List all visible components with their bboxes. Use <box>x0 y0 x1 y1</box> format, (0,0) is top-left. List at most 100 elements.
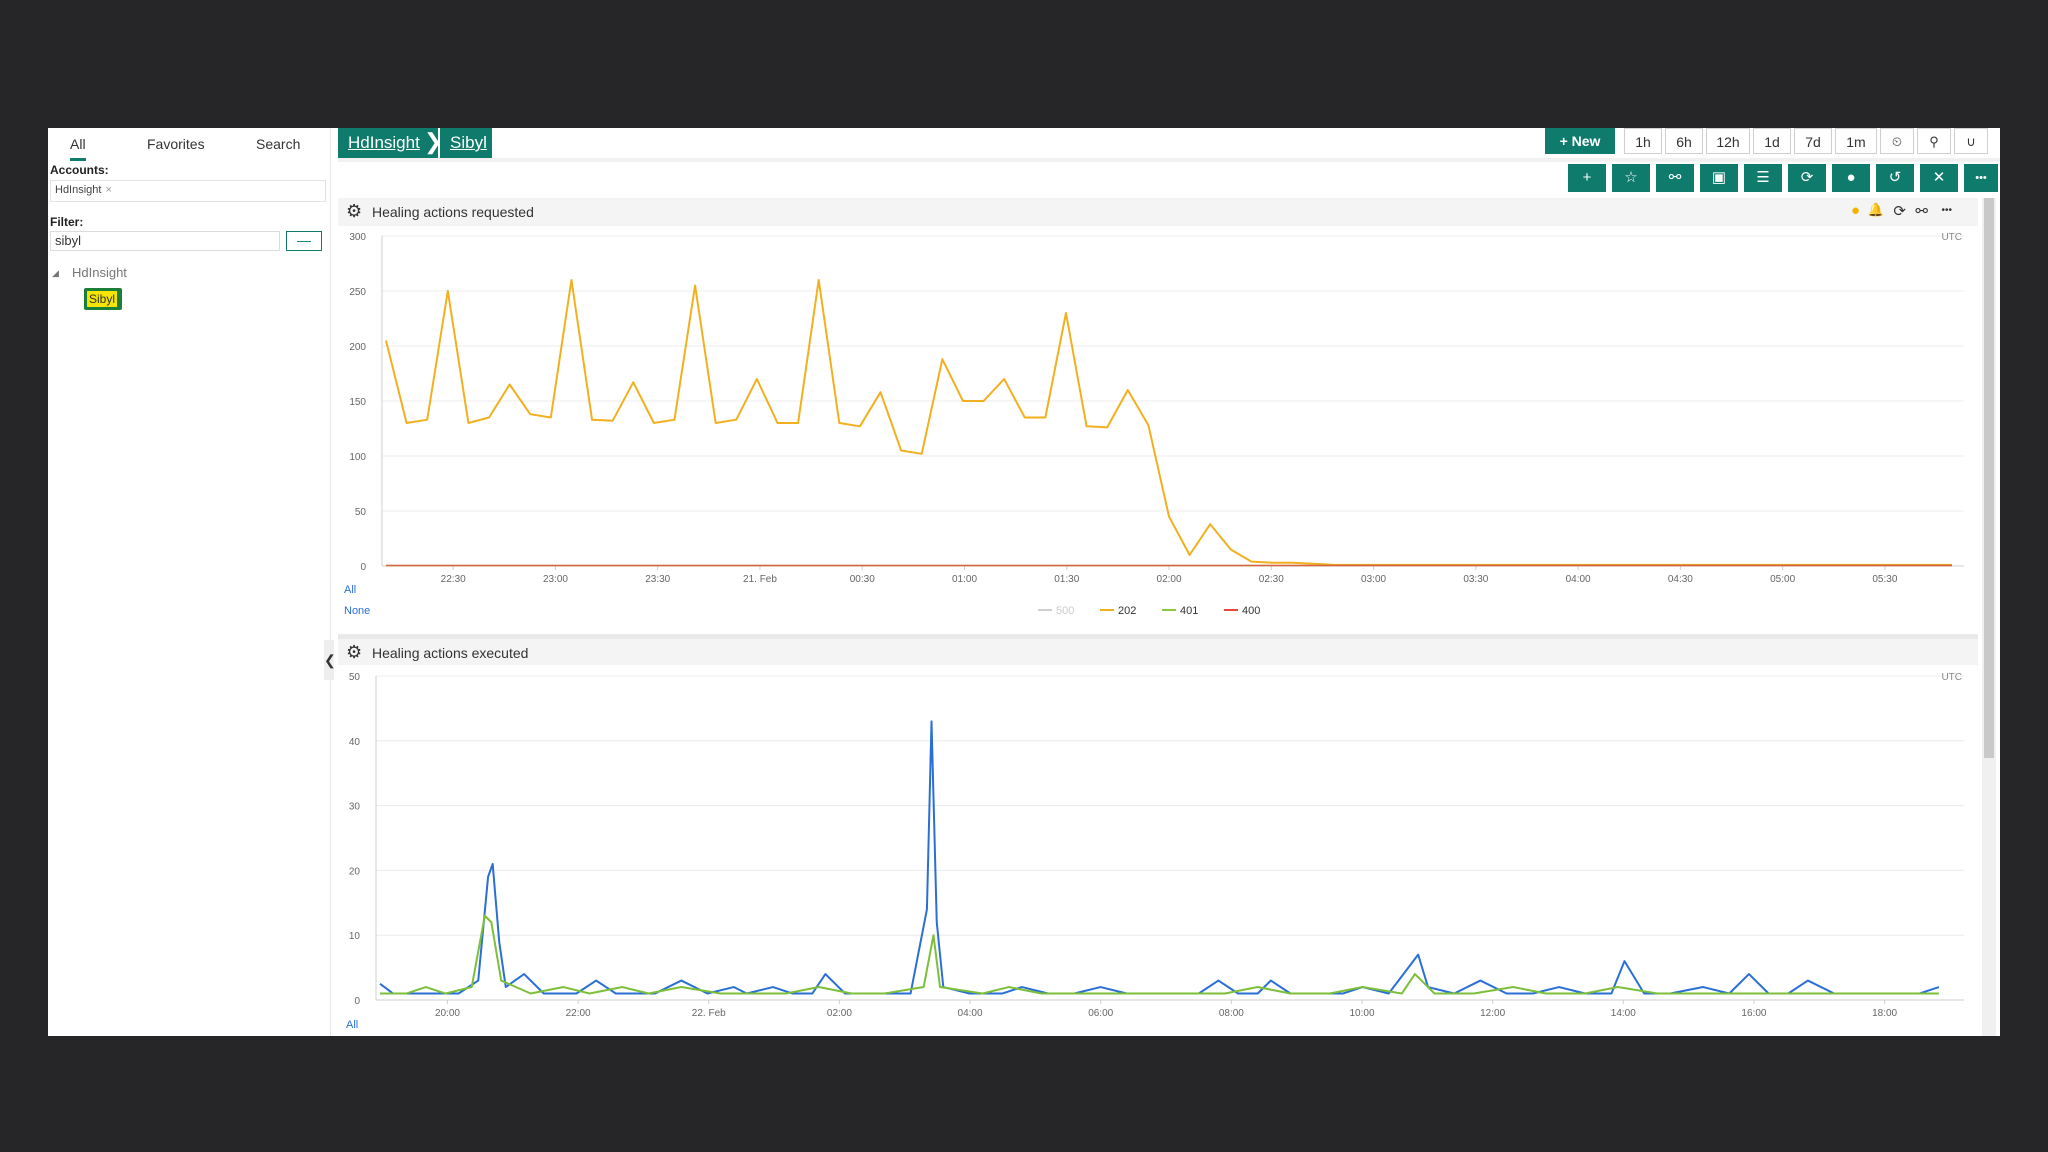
account-chip: HdInsight × <box>55 184 112 196</box>
left-tabs: All Favorites Search <box>48 128 330 162</box>
legend-item-400: 400 <box>1242 605 1260 617</box>
chip-close-icon[interactable]: × <box>105 184 112 196</box>
collapse-left-panel-icon[interactable]: ❮ <box>324 640 336 680</box>
collapse-icon[interactable]: ✕ <box>1920 164 1958 192</box>
x-tick-label: 02:00 <box>1157 574 1182 585</box>
record-icon[interactable]: ● <box>1832 164 1870 192</box>
y-tick-label: 50 <box>355 507 367 518</box>
y-tick-label: 40 <box>349 737 361 748</box>
gear-icon[interactable]: ⚙ <box>346 642 363 662</box>
x-tick-label: 04:00 <box>958 1008 983 1019</box>
panel-divider <box>338 634 1978 639</box>
range-1m-button[interactable]: 1m <box>1835 128 1877 154</box>
range-6h-button[interactable]: 6h <box>1665 128 1703 154</box>
executed-line-chart: 0 10 20 30 40 50 20:00 22:00 22. Feb 02:00 04:00 06… <box>346 672 1964 1031</box>
x-tick-label: 04:30 <box>1668 574 1693 585</box>
y-tick-label: 100 <box>349 452 366 463</box>
tree-item-hdinsight[interactable]: HdInsight <box>72 265 127 280</box>
x-tick-label: 23:30 <box>645 574 670 585</box>
x-tick-label: 10:00 <box>1349 1008 1374 1019</box>
more-icon[interactable]: ••• <box>1964 164 1998 192</box>
legend-item-401: 401 <box>1180 605 1198 617</box>
tab-search[interactable]: Search <box>256 136 301 152</box>
warning-icon[interactable]: ● <box>1850 202 1860 219</box>
breadcrumb-separator-icon: ❯ <box>424 128 442 158</box>
save-icon[interactable]: ▣ <box>1700 164 1738 192</box>
range-1h-button[interactable]: 1h <box>1624 128 1662 154</box>
tab-all[interactable]: All <box>70 136 86 161</box>
filter-clear-button[interactable]: — <box>286 231 322 251</box>
timezone-label: UTC <box>1941 232 1962 243</box>
panel-title: Healing actions requested <box>372 204 534 220</box>
range-12h-button[interactable]: 12h <box>1706 128 1750 154</box>
breadcrumb-sibyl[interactable]: Sibyl <box>440 128 492 158</box>
bell-icon[interactable]: 🔔 <box>1867 202 1884 217</box>
y-tick-label: 200 <box>349 342 366 353</box>
x-tick-label: 06:00 <box>1088 1008 1113 1019</box>
toolbar-strip <box>338 158 2000 162</box>
refresh-icon[interactable]: ⟳ <box>1893 203 1906 220</box>
tab-favorites[interactable]: Favorites <box>147 136 205 152</box>
x-tick-label: 00:30 <box>850 574 875 585</box>
y-tick-label: 250 <box>349 287 366 298</box>
account-chip-label: HdInsight <box>55 184 102 196</box>
x-tick-label: 16:00 <box>1741 1008 1766 1019</box>
x-tick-label: 22:00 <box>566 1008 591 1019</box>
accounts-input[interactable]: HdInsight × <box>50 180 326 202</box>
series-line-blue <box>379 720 1940 995</box>
y-tick-label: 20 <box>349 866 361 877</box>
legend-item-500: 500 <box>1056 605 1074 617</box>
add-icon[interactable]: + <box>1568 164 1606 192</box>
x-tick-label: 22:30 <box>441 574 466 585</box>
x-tick-label: 12:00 <box>1480 1008 1505 1019</box>
filter-icon[interactable]: ☰ <box>1744 164 1782 192</box>
accounts-label: Accounts: <box>50 163 109 177</box>
tree-expand-icon[interactable]: ◢ <box>52 268 59 278</box>
y-tick-label: 0 <box>354 996 360 1007</box>
x-tick-label: 05:30 <box>1872 574 1897 585</box>
requested-line-chart: 0 50 100 150 200 250 300 22:30 23:00 23:30 21. Feb… <box>344 232 1964 617</box>
tree-item-sibyl[interactable]: Sibyl <box>84 288 122 310</box>
new-button[interactable]: + New <box>1545 128 1615 154</box>
breadcrumb-hdinsight[interactable]: HdInsight <box>338 128 426 158</box>
series-line-green <box>380 914 1939 995</box>
panel-header: ⚙ Healing actions executed <box>338 639 1978 665</box>
x-tick-label: 21. Feb <box>743 574 777 585</box>
y-tick-label: 150 <box>349 397 366 408</box>
range-1d-button[interactable]: 1d <box>1753 128 1791 154</box>
left-panel: All Favorites Search Accounts: HdInsight… <box>48 128 331 1036</box>
x-tick-label: 18:00 <box>1872 1008 1897 1019</box>
timezone-label: UTC <box>1941 672 1962 683</box>
legend-all-link: All <box>346 1019 358 1031</box>
x-tick-label: 08:00 <box>1219 1008 1244 1019</box>
x-tick-label: 03:00 <box>1361 574 1386 585</box>
clock-icon[interactable]: ⏲ <box>1880 128 1914 154</box>
filter-input[interactable]: sibyl <box>50 231 280 251</box>
x-tick-label: 03:30 <box>1463 574 1488 585</box>
refresh-icon[interactable]: ⟳ <box>1788 164 1826 192</box>
x-tick-label: 01:00 <box>952 574 977 585</box>
range-7d-button[interactable]: 7d <box>1794 128 1832 154</box>
scrollbar[interactable] <box>1982 198 1996 1036</box>
series-line-202 <box>385 279 1952 566</box>
scrollbar-thumb[interactable] <box>1984 198 1994 758</box>
legend-all-link: All <box>344 584 356 596</box>
x-tick-label: 04:00 <box>1566 574 1591 585</box>
x-tick-label: 22. Feb <box>692 1008 726 1019</box>
y-tick-label: 10 <box>349 931 361 942</box>
star-icon[interactable]: ☆ <box>1612 164 1650 192</box>
magnet-icon[interactable]: ∪ <box>1954 128 1988 154</box>
more-icon[interactable]: ••• <box>1941 205 1952 216</box>
x-tick-label: 02:30 <box>1259 574 1284 585</box>
undo-icon[interactable]: ↺ <box>1876 164 1914 192</box>
panel-header: ⚙ Healing actions requested ● 🔔 ⟳ ⚯ ••• <box>338 198 1978 226</box>
link-icon[interactable]: ⚯ <box>1915 203 1928 220</box>
link-icon[interactable]: ⚯ <box>1656 164 1694 192</box>
gear-icon[interactable]: ⚙ <box>346 201 363 221</box>
y-tick-label: 30 <box>349 802 361 813</box>
y-tick-label: 0 <box>360 562 366 573</box>
x-tick-label: 20:00 <box>435 1008 460 1019</box>
pin-icon[interactable]: ⚲ <box>1917 128 1951 154</box>
x-tick-label: 05:00 <box>1770 574 1795 585</box>
chart-panel-requested: ⚙ Healing actions requested ● 🔔 ⟳ ⚯ ••• … <box>338 198 1978 634</box>
